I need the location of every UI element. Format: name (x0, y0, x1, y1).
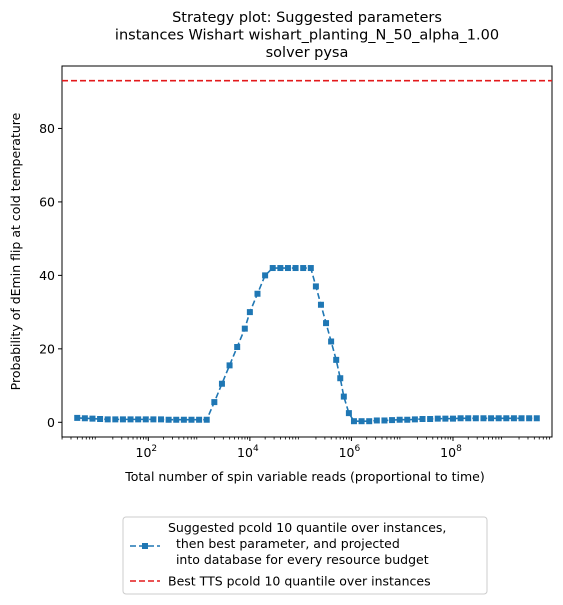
data-point (234, 344, 241, 351)
data-point (127, 416, 134, 423)
data-point (358, 418, 365, 425)
data-point (173, 416, 180, 423)
data-point (427, 416, 434, 423)
data-point (340, 393, 347, 400)
data-point (262, 272, 269, 279)
chart-title: Strategy plot: Suggested parameters insta… (115, 10, 499, 61)
chart-title-line: instances Wishart wishart_planting_N_50_… (115, 28, 499, 44)
data-point (307, 265, 314, 272)
plot-frame (61, 65, 553, 438)
chart-title-line: Strategy plot: Suggested parameters (172, 10, 442, 26)
data-point (389, 417, 396, 424)
legend-series-marker (142, 543, 148, 549)
data-point (457, 415, 464, 422)
data-point (277, 265, 284, 272)
data-point (510, 415, 517, 422)
data-point (480, 415, 487, 422)
legend: Suggested pcold 10 quantile over instanc… (122, 516, 488, 595)
legend-series-label: Suggested pcold 10 quantile over instanc… (168, 520, 446, 567)
y-tick-label: 60 (39, 194, 55, 209)
data-point (411, 416, 418, 423)
y-axis-ticks: 0 20 40 60 80 (39, 121, 62, 430)
data-point (373, 417, 380, 424)
y-tick-label: 80 (39, 121, 55, 136)
x-tick-label: 104 (237, 444, 259, 460)
data-point (104, 416, 111, 423)
series-line (77, 267, 537, 423)
data-point (328, 338, 335, 345)
data-point (300, 265, 307, 272)
data-point (226, 362, 233, 369)
legend-reference-label: Best TTS pcold 10 quantile over instance… (168, 574, 431, 589)
data-point (404, 416, 411, 423)
data-point (472, 415, 479, 422)
data-point (188, 416, 195, 423)
data-point (135, 416, 142, 423)
data-point (396, 416, 403, 423)
y-tick-label: 40 (39, 268, 55, 283)
data-point (112, 416, 119, 423)
data-point (165, 416, 172, 423)
data-point (381, 417, 388, 424)
legend-box (122, 516, 488, 595)
data-point (269, 265, 276, 272)
data-point (246, 309, 253, 316)
data-point (196, 416, 203, 423)
y-tick-label: 20 (39, 341, 55, 356)
data-point (518, 415, 525, 422)
data-point (526, 415, 533, 422)
data-point (89, 415, 96, 422)
y-tick-label: 0 (47, 415, 55, 430)
data-point (442, 415, 449, 422)
data-point (366, 418, 373, 425)
data-point (97, 416, 104, 423)
data-point (254, 290, 261, 297)
data-point (317, 301, 324, 308)
data-point (350, 418, 357, 425)
x-axis-ticks: 102 104 106 108 (61, 437, 551, 460)
data-point (284, 265, 291, 272)
data-point (449, 415, 456, 422)
data-point (142, 416, 149, 423)
data-point (312, 283, 319, 290)
data-point (533, 415, 540, 422)
data-point (150, 416, 157, 423)
data-point (211, 399, 218, 406)
data-point (465, 415, 472, 422)
data-point (434, 415, 441, 422)
x-tick-label: 106 (339, 444, 361, 460)
x-axis-label: Total number of spin variable reads (pro… (124, 469, 485, 484)
data-point (241, 325, 248, 332)
data-point (292, 265, 299, 272)
x-tick-label: 102 (136, 444, 158, 460)
data-point (488, 415, 495, 422)
data-point (503, 415, 510, 422)
chart-title-line: solver pysa (266, 45, 349, 61)
data-point (180, 416, 187, 423)
data-point (345, 410, 352, 417)
y-axis-label: Probability of dEmin flip at cold temper… (8, 112, 23, 390)
data-point (323, 320, 330, 327)
data-point (218, 380, 225, 387)
data-point (495, 415, 502, 422)
data-point (119, 416, 126, 423)
series-group (74, 265, 540, 425)
data-point (203, 416, 210, 423)
data-point (158, 416, 165, 423)
data-point (74, 414, 81, 421)
data-point (337, 375, 344, 382)
data-point (333, 356, 340, 363)
data-point (419, 416, 426, 423)
x-tick-label: 108 (440, 444, 462, 460)
data-point (81, 415, 88, 422)
